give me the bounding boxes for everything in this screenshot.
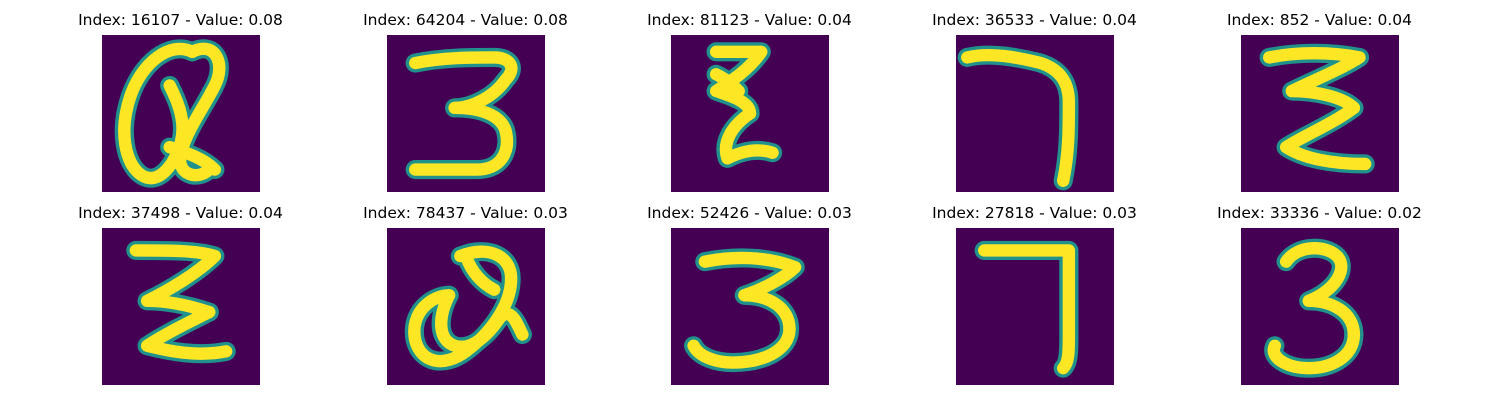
- panel-title: Index: 37498 - Value: 0.04: [78, 204, 283, 222]
- digit-stroke: [129, 244, 222, 319]
- image-panel: Index: 52426 - Value: 0.03: [607, 193, 892, 386]
- digit-stroke: [698, 251, 802, 336]
- digit-image: [956, 228, 1114, 385]
- image-panel: Index: 16107 - Value: 0.08: [38, 0, 323, 193]
- image-panel: Index: 27818 - Value: 0.03: [892, 193, 1177, 386]
- digit-image: [102, 35, 260, 192]
- image-panel: Index: 852 - Value: 0.04: [1177, 0, 1462, 193]
- image-panel: Index: 37498 - Value: 0.04: [38, 193, 323, 386]
- digit-stroke: [409, 51, 518, 115]
- digit-stroke: [1267, 328, 1361, 375]
- image-panel: Index: 78437 - Value: 0.03: [323, 193, 608, 386]
- digit-image: [387, 228, 545, 385]
- digit-stroke: [118, 42, 199, 185]
- digit-image: [387, 35, 545, 192]
- image-panel: Index: 64204 - Value: 0.08: [323, 0, 608, 193]
- digit-stroke: [687, 322, 796, 369]
- digit-stroke: [709, 45, 768, 120]
- digit-image: [102, 228, 260, 385]
- panel-title: Index: 852 - Value: 0.04: [1226, 11, 1413, 29]
- digit-image: [1241, 228, 1399, 385]
- panel-title: Index: 64204 - Value: 0.08: [363, 11, 568, 29]
- digit-image: [1241, 35, 1399, 192]
- digit-stroke: [1279, 101, 1372, 171]
- image-panel: Index: 33336 - Value: 0.02: [1177, 193, 1462, 386]
- digit-stroke: [435, 289, 529, 353]
- digit-stroke: [961, 48, 1076, 187]
- digit-stroke: [409, 101, 514, 176]
- digit-stroke: [163, 140, 222, 176]
- digit-image: [956, 35, 1114, 192]
- panel-title: Index: 36533 - Value: 0.04: [932, 11, 1137, 29]
- digit-stroke: [173, 42, 226, 182]
- digit-stroke: [719, 107, 779, 165]
- panel-title: Index: 78437 - Value: 0.03: [363, 204, 568, 222]
- digit-stroke: [140, 305, 233, 360]
- panel-title: Index: 33336 - Value: 0.02: [1217, 204, 1422, 222]
- digit-image: [671, 228, 829, 385]
- image-panel: Index: 36533 - Value: 0.04: [892, 0, 1177, 193]
- digit-stroke: [709, 68, 745, 98]
- panel-title: Index: 52426 - Value: 0.03: [647, 204, 852, 222]
- digit-stroke: [1279, 242, 1361, 341]
- panel-title: Index: 27818 - Value: 0.03: [932, 204, 1137, 222]
- panel-title: Index: 81123 - Value: 0.04: [647, 11, 852, 29]
- digit-stroke: [459, 249, 501, 296]
- digit-stroke: [1263, 47, 1366, 115]
- panel-title: Index: 16107 - Value: 0.08: [78, 11, 283, 29]
- digit-stroke: [978, 244, 1076, 375]
- image-panel: Index: 81123 - Value: 0.04: [607, 0, 892, 193]
- digit-image: [671, 35, 829, 192]
